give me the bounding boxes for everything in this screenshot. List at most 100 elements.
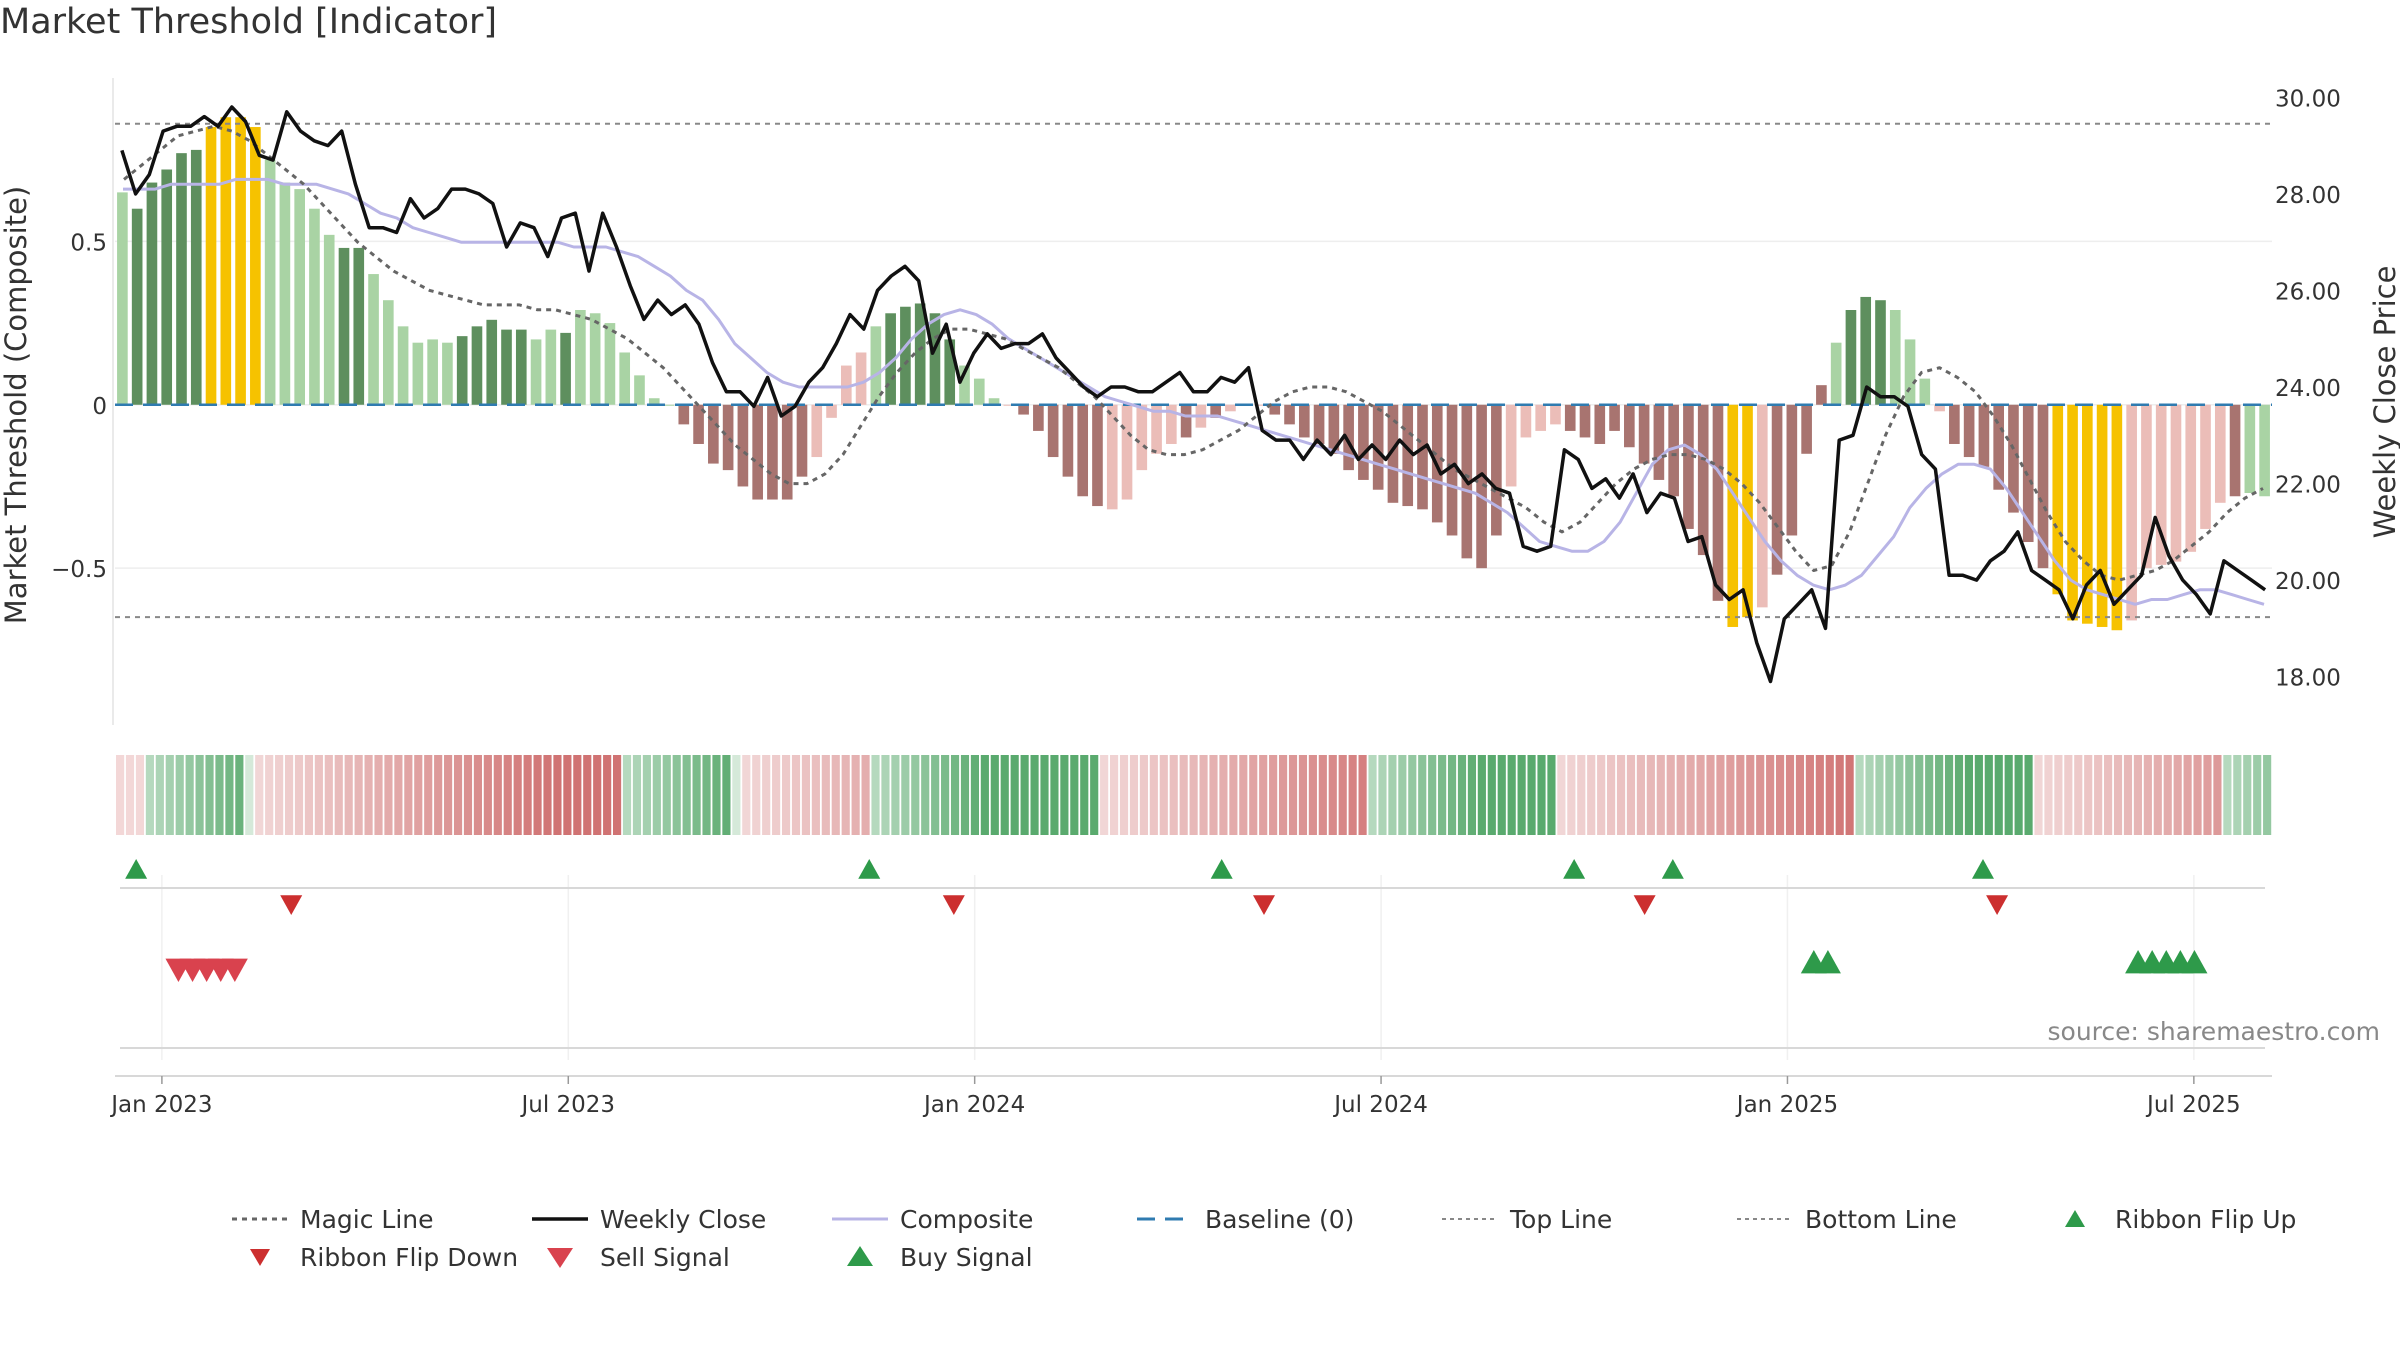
- ribbon-segment: [1209, 755, 1218, 835]
- ribbon-segment: [702, 755, 711, 835]
- ribbon-segment: [1278, 755, 1288, 835]
- ribbon-segment: [1020, 755, 1029, 835]
- composite-bar: [575, 310, 586, 405]
- composite-bar: [1668, 404, 1679, 497]
- legend-label: Ribbon Flip Down: [300, 1242, 519, 1272]
- ribbon-segment: [1785, 755, 1795, 835]
- composite-bar: [1077, 404, 1089, 497]
- composite-bar: [1860, 296, 1872, 405]
- legend-label: Magic Line: [300, 1204, 434, 1234]
- composite-bar: [929, 313, 941, 405]
- ribbon-segment: [1925, 755, 1934, 835]
- composite-bar: [737, 404, 749, 487]
- composite-bar: [2244, 404, 2256, 493]
- composite-bar: [2052, 404, 2064, 595]
- composite-bar: [826, 404, 837, 418]
- ribbon-segment: [155, 755, 164, 835]
- ribbon-segment: [1358, 755, 1367, 835]
- composite-bar: [2096, 404, 2108, 627]
- composite-bar: [1254, 404, 1266, 406]
- ribbon-segment: [414, 755, 423, 835]
- composite-bar: [161, 169, 173, 405]
- composite-bar: [471, 326, 483, 405]
- ribbon-segment: [970, 755, 979, 835]
- ribbon-segment: [533, 755, 542, 835]
- composite-bar: [2155, 404, 2167, 565]
- ribbon-segment: [1090, 755, 1099, 835]
- ribbon-segment: [1179, 755, 1188, 835]
- ribbon-segment: [1149, 755, 1158, 835]
- ribbon-segment: [1587, 755, 1596, 835]
- ribbon-segment: [2113, 755, 2123, 835]
- ribbon-segment: [1726, 755, 1735, 835]
- ribbon-segment: [563, 755, 572, 835]
- composite-bar: [1417, 404, 1428, 510]
- legend-symbol-sell: [530, 1238, 590, 1276]
- composite-bar: [1402, 404, 1414, 507]
- ribbon-segment: [1984, 755, 1993, 835]
- ribbon-segment: [821, 755, 830, 835]
- composite-bar: [560, 332, 571, 405]
- composite-bar: [1978, 404, 1990, 467]
- ribbon-segment: [275, 755, 284, 835]
- ribbon-segment: [1189, 755, 1198, 835]
- ribbon-segment: [1607, 755, 1616, 835]
- x-axis-ticks: Jan 2023 Jul 2023 Jan 2024 Jul 2024 Jan 2025…: [109, 1076, 2241, 1118]
- composite-bar: [781, 404, 793, 500]
- ribbon-segment: [444, 755, 453, 835]
- ribbon-segment: [1626, 755, 1636, 835]
- composite-bar: [840, 365, 852, 405]
- ribbon-segment: [801, 755, 811, 835]
- composite-bar: [2185, 404, 2197, 552]
- ribbon-segment: [1259, 755, 1268, 835]
- composite-bar: [1727, 404, 1739, 627]
- legend-label: Baseline (0): [1205, 1204, 1355, 1234]
- ribbon-segment: [304, 755, 314, 835]
- composite-bar: [2214, 404, 2226, 503]
- ribbon-segment: [424, 755, 433, 835]
- y2-tick-label: 28.00: [2275, 183, 2341, 209]
- ribbon-segment: [742, 755, 751, 835]
- ribbon-segment: [980, 755, 989, 835]
- ribbon-flip-up-marker: [858, 859, 881, 879]
- ribbon-segment: [1795, 755, 1805, 835]
- ribbon-segment: [1845, 755, 1854, 835]
- ribbon-segment: [1298, 755, 1308, 835]
- composite-bar: [2082, 404, 2093, 624]
- ribbon-segment: [1766, 755, 1775, 835]
- ribbon-segment: [1438, 755, 1447, 835]
- ribbon-segment: [1378, 755, 1387, 835]
- ribbon-segment: [583, 755, 592, 835]
- ribbon-segment: [1915, 755, 1924, 835]
- y2-axis-label: Weekly Close Price: [2368, 266, 2400, 539]
- ribbon-segment: [1527, 755, 1536, 835]
- ribbon-segment: [175, 755, 184, 835]
- legend-item-buy: Buy Signal: [830, 1238, 1033, 1276]
- ribbon-segment: [901, 755, 910, 835]
- ribbon-segment: [195, 755, 204, 835]
- ribbon-segment: [573, 755, 582, 835]
- ribbon-segment: [1964, 755, 1974, 835]
- y2-tick-label: 18.00: [2275, 666, 2341, 692]
- ribbon-flip-down-marker: [942, 895, 965, 915]
- x-tick-label: Jan 2023: [109, 1092, 212, 1118]
- ribbon-segment: [1775, 755, 1785, 835]
- source-label: source: sharemaestro.com: [2048, 1017, 2381, 1046]
- ribbon-segment: [1954, 755, 1964, 835]
- composite-bar: [530, 339, 542, 405]
- ribbon-segment: [453, 755, 463, 835]
- ribbon-segment: [1467, 755, 1477, 835]
- composite-bar: [1638, 404, 1650, 464]
- composite-bar: [693, 404, 704, 444]
- legend-item-flipup: Ribbon Flip Up: [2045, 1200, 2296, 1238]
- signal-markers: [115, 859, 2272, 1077]
- composite-bar: [1875, 300, 1886, 405]
- x-tick-label: Jul 2025: [2145, 1092, 2241, 1118]
- legend-symbol-composite: [830, 1200, 890, 1238]
- ribbon-segment: [2163, 755, 2172, 835]
- composite-bar: [885, 313, 896, 405]
- ribbon-segment: [781, 755, 791, 835]
- composite-bar: [1062, 404, 1074, 477]
- ribbon-segment: [2183, 755, 2192, 835]
- composite-bar: [1609, 404, 1620, 431]
